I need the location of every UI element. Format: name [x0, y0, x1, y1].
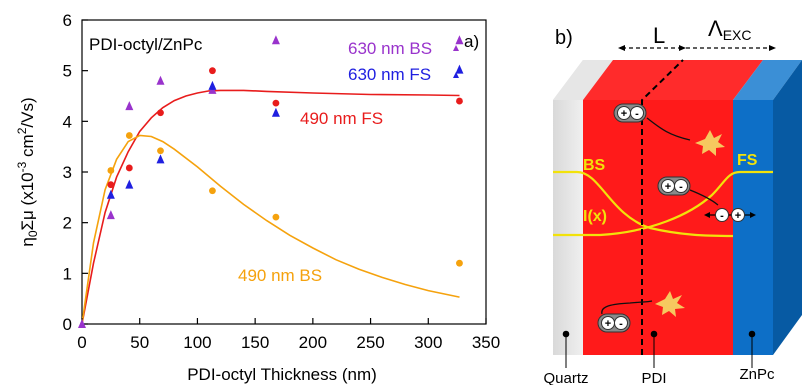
- fit-line: [81, 134, 460, 325]
- x-tick-label: 350: [472, 333, 500, 352]
- y-tick-label: 1: [63, 264, 72, 283]
- fs-intensity-curve: [553, 170, 773, 237]
- legend-630-fs-text: 630 nm FS: [348, 65, 431, 84]
- znpc-label: ZnPc: [739, 366, 775, 383]
- x-tick-label: 100: [183, 333, 211, 352]
- data-point-circle: [157, 147, 164, 155]
- diagram-panel-b: L ΛEXC b) BS FS I(x) + - + -: [543, 16, 802, 385]
- svg-text:-: -: [679, 181, 683, 193]
- data-point-triangle: [78, 319, 86, 328]
- exciton-pair-middle: + -: [657, 176, 691, 196]
- exciton-pair-bottom: + -: [597, 313, 631, 333]
- data-point-triangle: [125, 101, 134, 111]
- data-point-circle: [209, 187, 216, 195]
- fit-curves: [81, 89, 460, 325]
- svg-text:-: -: [720, 210, 724, 222]
- y-tick-label: 0: [63, 315, 72, 334]
- x-tick-label: 300: [414, 333, 442, 352]
- data-point-triangle: [106, 210, 115, 220]
- data-point-circle: [456, 259, 463, 267]
- y-tick-label: 2: [63, 214, 72, 233]
- znpc-layer-top: [733, 60, 802, 100]
- y-tick-label: 3: [63, 163, 72, 182]
- x-tick-label: 150: [241, 333, 269, 352]
- legend-630-fs-marker: [453, 72, 459, 78]
- svg-text:+: +: [621, 108, 627, 120]
- x-tick-label: 50: [130, 333, 149, 352]
- svg-text:-: -: [635, 108, 639, 120]
- data-point-triangle: [125, 179, 134, 189]
- y-tick-label: 6: [63, 11, 72, 30]
- data-point-triangle: [208, 80, 217, 90]
- y-axis-ticks: 0 1 2 3 4 5 6: [63, 11, 88, 334]
- data-point-triangle: [271, 35, 280, 45]
- data-point-circle: [209, 67, 216, 75]
- legend-630-bs-marker: [453, 45, 459, 51]
- diffusion-length-boundary: [641, 59, 684, 355]
- data-point-triangle: [156, 75, 165, 85]
- exciton-path-middle: [689, 189, 719, 206]
- annotation-490-fs: 490 nm FS: [300, 109, 383, 128]
- quartz-label: Quartz: [543, 370, 588, 385]
- panel-a-label: a): [464, 32, 479, 51]
- dim-exc-label: ΛEXC: [708, 16, 752, 43]
- dim-l-arrowhead-right: [679, 45, 686, 51]
- exciton-pair-top: + -: [613, 103, 647, 123]
- legend-630-bs-text: 630 nm BS: [348, 39, 432, 58]
- dim-l-label: L: [653, 23, 665, 48]
- x-tick-label: 200: [299, 333, 327, 352]
- x-axis-label: PDI-octyl Thickness (nm): [187, 365, 377, 384]
- quench-burst-top: [695, 130, 725, 156]
- data-point-circle: [125, 164, 133, 172]
- znpc-layer: [733, 100, 773, 355]
- panel-b-label: b): [555, 27, 573, 49]
- y-axis-label: η0Σμ (x10-3 cm2/Vs): [15, 97, 40, 246]
- data-point-triangle: [106, 189, 115, 199]
- dim-l-arrowhead-left: [618, 45, 625, 51]
- data-point-circle: [456, 97, 463, 105]
- inset-title: PDI-octyl/ZnPc: [89, 35, 203, 54]
- fs-label: FS: [737, 152, 758, 169]
- chart-panel-a: 0 50 100 150 200 250 300 350 0 1 2 3 4 5 6 PDI-octyl/…: [15, 11, 500, 384]
- znpc-layer-side: [773, 60, 802, 355]
- data-point-circle: [157, 109, 164, 117]
- x-tick-label: 0: [77, 333, 86, 352]
- annotation-490-bs: 490 nm BS: [238, 266, 322, 285]
- data-point-circle: [107, 167, 115, 174]
- exciton-path-bottom: [601, 300, 653, 315]
- separated-charges: - +: [704, 208, 756, 222]
- bs-intensity-curve: [553, 170, 734, 238]
- pdi-label: PDI: [641, 370, 666, 385]
- pdi-layer-top: [583, 60, 763, 100]
- y-tick-label: 4: [63, 112, 72, 131]
- x-tick-label: 250: [356, 333, 384, 352]
- data-point-circle: [125, 132, 133, 139]
- data-point-circle: [107, 181, 115, 189]
- svg-text:+: +: [665, 181, 671, 193]
- svg-text:+: +: [735, 210, 741, 222]
- data-point-circle: [272, 99, 280, 107]
- data-point-circle: [272, 213, 280, 221]
- quench-burst-bottom: [655, 291, 685, 317]
- exciton-path-top: [646, 117, 691, 141]
- intensity-label: I(x): [583, 208, 607, 225]
- dim-exc-arrowhead-right: [769, 45, 776, 51]
- y-tick-label: 5: [63, 62, 72, 81]
- bs-label: BS: [583, 157, 606, 174]
- data-point-triangle: [156, 154, 165, 164]
- data-point-triangle: [271, 107, 280, 117]
- data-point-triangle: [455, 35, 464, 45]
- data-markers: [78, 35, 464, 328]
- data-point-triangle: [455, 64, 464, 74]
- fit-line: [81, 89, 460, 325]
- x-axis-ticks: 0 50 100 150 200 250 300 350: [77, 318, 500, 352]
- svg-text:-: -: [619, 318, 623, 330]
- svg-text:+: +: [605, 318, 611, 330]
